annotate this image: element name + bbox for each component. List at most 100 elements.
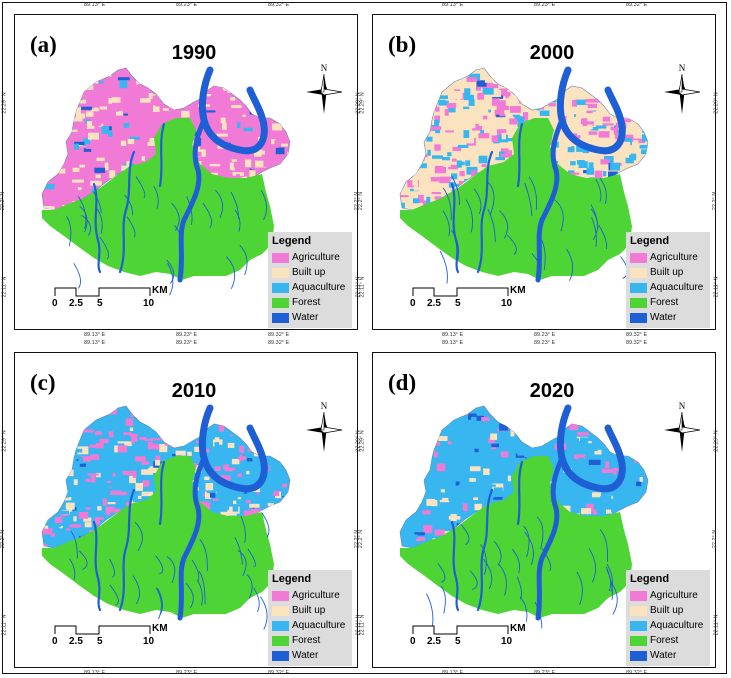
legend-label: Forest [292,635,321,646]
scale-label: 0 [52,298,58,309]
legend-label: Water [292,312,319,323]
forest-area [42,456,274,618]
longitude-tick: 89.32° E [626,332,648,338]
scale-bar: 0 2.5 5 10 KM [52,620,174,652]
legend-label: Agriculture [650,252,698,263]
longitude-tick: 89.32° E [626,2,648,8]
legend: Legend Agriculture Built up Aquaculture For… [268,232,352,328]
longitude-tick: 89.13° E [442,670,464,676]
legend-item: Agriculture [272,252,352,265]
river [516,460,524,526]
latitude-tick: 22.11° N [1,276,8,298]
longitude-tick: 89.13° E [442,332,464,338]
longitude-tick: 89.23° E [534,670,556,676]
longitude-tick: 89.13° E [442,340,464,346]
latitude-tick: 22.2° N [0,191,7,211]
legend-item: Built up [272,267,352,280]
legend-item: Aquaculture [630,282,710,295]
panel-year: 2020 [529,380,575,402]
river [118,488,136,612]
panel-year: 2010 [171,380,217,402]
scale-label: 2.5 [427,636,441,647]
longitude-tick: 89.23° E [176,2,198,8]
river [556,404,626,493]
legend-item: Built up [630,605,710,618]
scale-label: 5 [455,298,461,309]
latitude-tick: 22.2° N [358,191,365,211]
river [158,460,166,526]
scale-label: 10 [501,636,513,647]
river [556,66,626,155]
latitude-tick: 22.11° N [359,276,366,298]
map-panel-d: (d) 2020 N 0 2.5 5 10 KM Legend Agricult… [358,340,720,676]
longitude-tick: 89.32° E [626,670,648,676]
legend-item: Forest [272,297,352,310]
legend-title: Legend [272,573,312,585]
legend-item: Built up [272,605,352,618]
north-arrow: N [304,62,344,114]
river [158,122,166,188]
scale-unit: KM [510,285,526,296]
scale-unit: KM [510,623,526,634]
latitude-tick: 22.29° N [359,430,366,452]
river [476,150,494,274]
legend-swatch [630,606,647,616]
latitude-tick: 22.29° N [359,92,366,114]
legend-swatch [272,636,289,646]
legend-item: Water [272,650,352,663]
latitude-tick: 22.29° N [713,92,720,114]
legend-swatch [630,651,647,661]
svg-text:N: N [679,63,686,73]
latitude-tick: 22.2° N [712,529,719,549]
river [177,117,207,283]
north-arrow: N [304,400,344,452]
legend-label: Forest [650,297,679,308]
scale-label: 2.5 [69,298,83,309]
river [198,404,268,493]
legend-item: Built up [630,267,710,280]
river [92,182,102,274]
river [450,520,460,612]
latitude-tick: 22.11° N [1,614,8,636]
longitude-tick: 89.13° E [84,670,106,676]
legend-swatch [272,621,289,631]
north-arrow: N [662,62,702,114]
compass-icon: N [306,401,343,452]
scale-label: 5 [455,636,461,647]
legend-label: Forest [292,297,321,308]
legend-swatch [272,651,289,661]
legend-item: Forest [630,297,710,310]
forest-area [400,456,632,618]
legend-swatch [272,253,289,263]
latitude-tick: 22.29° N [1,92,8,114]
legend-swatch [630,253,647,263]
legend-item: Forest [272,635,352,648]
map-panel-c: (c) 2010 N 0 2.5 5 10 KM Legend Agricult… [0,340,362,676]
legend-swatch [272,298,289,308]
river [450,182,460,274]
river [177,455,207,621]
legend-label: Forest [650,635,679,646]
scale-label: 0 [410,298,416,309]
legend-label: Agriculture [650,590,698,601]
legend-label: Built up [292,267,326,278]
legend-label: Built up [650,605,684,616]
panel-label: (b) [388,32,417,57]
longitude-tick: 89.13° E [84,332,106,338]
scale-bar: 0 2.5 5 10 KM [410,282,532,314]
scale-label: 10 [143,636,155,647]
legend-label: Agriculture [292,252,340,263]
scale-unit: KM [152,623,168,634]
legend-item: Forest [630,635,710,648]
river [535,117,565,283]
legend-label: Aquaculture [650,282,704,293]
legend-label: Aquaculture [650,620,704,631]
scale-label: 5 [97,298,103,309]
svg-text:N: N [321,401,328,411]
compass-icon: N [664,401,701,452]
legend-label: Water [650,650,677,661]
longitude-tick: 89.23° E [534,332,556,338]
legend-title: Legend [630,235,670,247]
scale-bar: 0 2.5 5 10 KM [52,282,174,314]
legend-item: Aquaculture [630,620,710,633]
